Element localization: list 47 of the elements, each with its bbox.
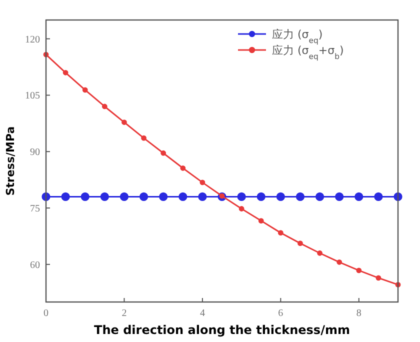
x-tick-label: 8 (356, 308, 362, 319)
point (317, 250, 322, 256)
point (238, 206, 244, 212)
point (61, 192, 70, 202)
point (80, 192, 90, 202)
point (315, 192, 324, 202)
point (296, 192, 305, 202)
y-tick-label: 120 (25, 34, 40, 46)
point (336, 259, 342, 265)
point (258, 218, 264, 224)
point (178, 192, 188, 202)
point (276, 192, 285, 202)
x-tick-label: 6 (278, 308, 284, 319)
x-tick-label: 0 (44, 308, 48, 319)
legend-label: 应力 (σ$_{eq}$) (272, 28, 323, 44)
point (180, 165, 186, 171)
point (122, 120, 127, 125)
point (278, 230, 284, 236)
point (219, 193, 225, 199)
point (298, 240, 303, 246)
point (100, 192, 109, 202)
point (120, 192, 129, 202)
point (159, 192, 168, 202)
y-tick-label: 75 (30, 204, 40, 214)
point (376, 275, 382, 281)
point (335, 192, 344, 202)
point (198, 192, 207, 202)
y-tick-label: 90 (30, 147, 40, 158)
x-tick-label: 2 (122, 308, 127, 319)
point (62, 70, 68, 76)
y-tick-label: 60 (30, 260, 40, 271)
point (102, 104, 108, 110)
legend-label: 应力 (σ$_{eq}$+σ$_{b}$) (272, 44, 344, 60)
x-tick-label: 4 (200, 308, 205, 319)
point (354, 192, 364, 202)
point (200, 180, 206, 186)
point (256, 192, 266, 202)
point (160, 150, 166, 156)
point (237, 192, 246, 202)
y-axis-title: Stress/MPa (4, 126, 17, 196)
point (139, 192, 148, 202)
y-tick-label: 105 (25, 90, 40, 102)
point (141, 135, 146, 141)
point (374, 192, 383, 202)
point (356, 268, 362, 274)
point (82, 87, 88, 93)
x-axis-title: The direction along the thickness/mm (94, 323, 350, 337)
